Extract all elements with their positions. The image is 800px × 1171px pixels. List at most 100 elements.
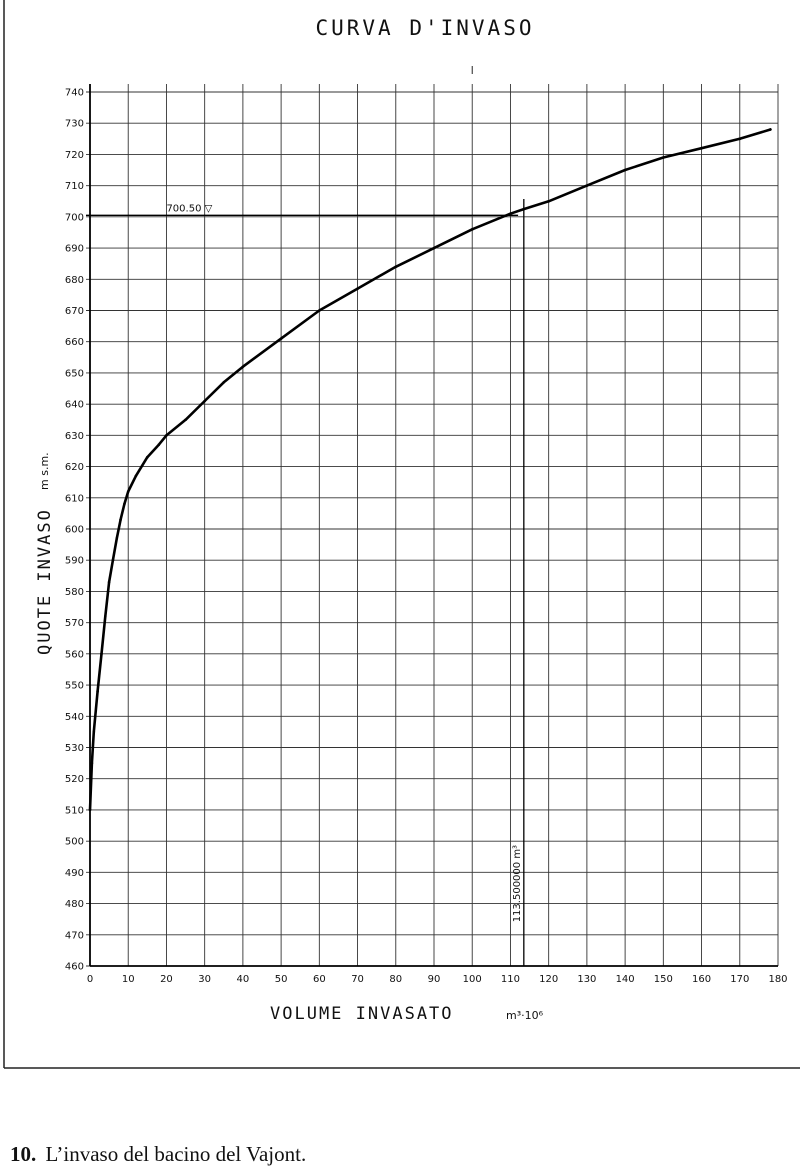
y-tick-label: 510 <box>65 805 84 816</box>
caption-text: L’invaso del bacino del Vajont. <box>45 1142 307 1166</box>
x-tick-label: 60 <box>313 974 326 985</box>
data-point <box>241 365 245 368</box>
y-tick-label: 470 <box>65 930 84 941</box>
data-point <box>522 207 526 211</box>
x-tick-label: 80 <box>389 974 402 985</box>
y-tick-label: 550 <box>65 681 84 692</box>
data-point <box>394 265 398 269</box>
y-tick-label: 670 <box>65 306 84 317</box>
data-point <box>103 615 107 618</box>
tick-labels: 0 10 20 30 40 50 60 70 80 90 100 110 120 130 140 150 160… <box>65 88 788 986</box>
data-point <box>769 128 772 131</box>
x-tick-label: 160 <box>692 974 711 985</box>
x-axis-unit: m³·10⁶ <box>506 1009 544 1022</box>
data-point <box>222 380 226 384</box>
y-tick-label: 500 <box>65 837 84 848</box>
data-point <box>107 580 111 584</box>
x-tick-label: 10 <box>122 974 135 985</box>
y-tick-label: 730 <box>65 119 84 130</box>
data-point <box>700 146 703 150</box>
reference-level-label: 700.50 ▽ <box>166 203 212 214</box>
data-point <box>662 156 665 159</box>
x-tick-label: 30 <box>198 974 211 985</box>
y-tick-label: 590 <box>65 556 84 567</box>
data-point <box>184 418 187 422</box>
y-tick-label: 620 <box>65 462 84 473</box>
y-tick-label: 650 <box>65 368 84 379</box>
data-point <box>318 309 321 312</box>
y-tick-label: 460 <box>65 962 84 973</box>
y-tick-label: 700 <box>65 212 84 223</box>
y-axis-unit: m s.m. <box>38 452 51 490</box>
x-tick-label: 170 <box>730 974 749 985</box>
y-tick-label: 630 <box>65 431 84 442</box>
caption-number: 10. <box>10 1142 37 1166</box>
x-axis-label: VOLUME INVASATO <box>270 1004 454 1024</box>
data-point <box>279 337 283 340</box>
x-tick-label: 70 <box>351 974 364 985</box>
data-point <box>92 730 96 734</box>
data-point <box>90 761 94 765</box>
data-point <box>119 518 122 521</box>
data-point <box>470 228 474 231</box>
y-tick-label: 690 <box>65 244 84 255</box>
x-tick-label: 110 <box>501 974 520 985</box>
figure-caption: 10. L’invaso del bacino del Vajont. <box>10 1142 306 1167</box>
data-point <box>165 434 168 437</box>
data-point <box>96 690 99 693</box>
y-tick-label: 720 <box>65 150 84 161</box>
data-point <box>123 502 126 506</box>
data-point <box>88 808 92 812</box>
x-tick-label: 40 <box>237 974 250 985</box>
data-point <box>146 455 149 459</box>
y-tick-label: 610 <box>65 493 84 504</box>
x-tick-label: 100 <box>463 974 482 985</box>
data-point <box>126 490 130 493</box>
grid <box>86 84 779 967</box>
series <box>88 128 772 812</box>
data-point <box>509 212 512 216</box>
data-point <box>623 168 627 172</box>
y-tick-label: 640 <box>65 400 84 411</box>
y-axis-label: QUOTE INVASO <box>35 508 55 655</box>
y-tick-label: 560 <box>65 649 84 660</box>
y-tick-label: 520 <box>65 774 84 785</box>
data-point <box>203 399 206 403</box>
axes <box>89 66 778 967</box>
x-tick-label: 140 <box>616 974 635 985</box>
x-tick-label: 50 <box>275 974 288 985</box>
y-tick-label: 660 <box>65 337 84 348</box>
x-tick-label: 130 <box>577 974 596 985</box>
x-tick-label: 180 <box>768 974 787 985</box>
data-point <box>432 246 436 250</box>
data-point <box>134 474 138 478</box>
data-point <box>111 558 115 562</box>
data-point <box>157 443 161 447</box>
y-tick-label: 580 <box>65 587 84 598</box>
y-tick-label: 490 <box>65 868 84 879</box>
x-tick-label: 90 <box>428 974 441 985</box>
y-tick-label: 710 <box>65 181 84 192</box>
y-tick-label: 530 <box>65 743 84 754</box>
x-tick-label: 150 <box>654 974 673 985</box>
annotations: 700.50 ▽ 113.500000 m³ <box>86 199 525 966</box>
data-point <box>115 537 119 540</box>
y-tick-label: 740 <box>65 88 84 99</box>
x-tick-label: 0 <box>87 974 93 985</box>
y-tick-label: 600 <box>65 525 84 536</box>
series-line <box>88 128 772 812</box>
data-point <box>100 652 103 656</box>
y-tick-label: 480 <box>65 899 84 910</box>
y-tick-label: 680 <box>65 275 84 286</box>
x-tick-label: 120 <box>539 974 558 985</box>
chart-title: CURVA D'INVASO <box>315 16 534 40</box>
data-point <box>547 199 550 203</box>
x-tick-label: 20 <box>160 974 173 985</box>
reference-volume-label: 113.500000 m³ <box>512 845 523 922</box>
data-point <box>738 137 742 141</box>
data-point <box>356 287 359 290</box>
y-tick-label: 540 <box>65 712 84 723</box>
y-tick-label: 570 <box>65 618 84 629</box>
data-point <box>585 184 589 187</box>
